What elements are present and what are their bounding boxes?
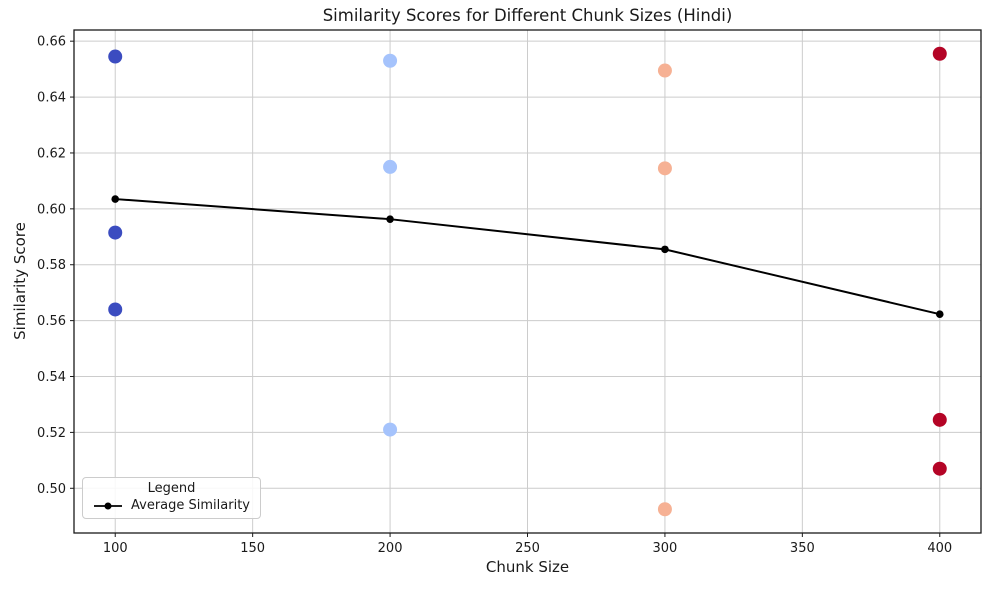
y-tick-label: 0.52 (37, 426, 66, 441)
x-tick-label: 400 (927, 541, 952, 556)
average-line-marker (935, 310, 944, 318)
scatter-point-chunk-200 (383, 159, 398, 174)
x-tick-label: 350 (790, 541, 815, 556)
x-tick-label: 200 (378, 541, 403, 556)
scatter-point-chunk-400 (932, 412, 947, 427)
y-tick-label: 0.64 (37, 91, 66, 106)
y-tick-label: 0.56 (37, 314, 66, 329)
scatter-point-chunk-200 (383, 53, 398, 68)
legend-item-average-similarity: Average Similarity (93, 498, 250, 513)
scatter-point-chunk-300 (657, 161, 672, 176)
average-line-marker (111, 195, 120, 203)
y-tick-label: 0.60 (37, 202, 66, 217)
y-tick-label: 0.50 (37, 482, 66, 497)
y-axis-label: Similarity Score (11, 222, 29, 340)
average-similarity-line-dot-icon (93, 500, 123, 512)
x-axis-label: Chunk Size (485, 558, 570, 576)
x-tick-label: 250 (515, 541, 540, 556)
scatter-point-chunk-400 (932, 46, 947, 61)
average-line-marker (386, 215, 394, 223)
scatter-point-chunk-200 (383, 422, 398, 437)
scatter-point-chunk-300 (657, 63, 672, 78)
x-tick-label: 150 (240, 541, 265, 556)
scatter-point-chunk-400 (932, 461, 947, 476)
scatter-point-chunk-100 (108, 302, 123, 317)
scatter-point-chunk-300 (657, 502, 672, 517)
x-tick-label: 300 (653, 541, 678, 556)
legend-title: Legend (147, 481, 196, 496)
average-similarity-line (115, 198, 941, 316)
y-tick-label: 0.54 (37, 370, 66, 385)
legend: Legend Average Similarity (82, 477, 261, 519)
scatter-point-chunk-100 (108, 225, 123, 240)
legend-item-label: Average Similarity (131, 498, 250, 513)
y-tick-label: 0.62 (37, 146, 66, 161)
y-tick-label: 0.58 (37, 258, 66, 273)
chart-title: Similarity Scores for Different Chunk Si… (322, 6, 733, 25)
x-tick-label: 100 (103, 541, 128, 556)
scatter-point-chunk-100 (108, 49, 123, 64)
average-line-marker (661, 245, 669, 254)
y-tick-label: 0.66 (37, 35, 66, 50)
